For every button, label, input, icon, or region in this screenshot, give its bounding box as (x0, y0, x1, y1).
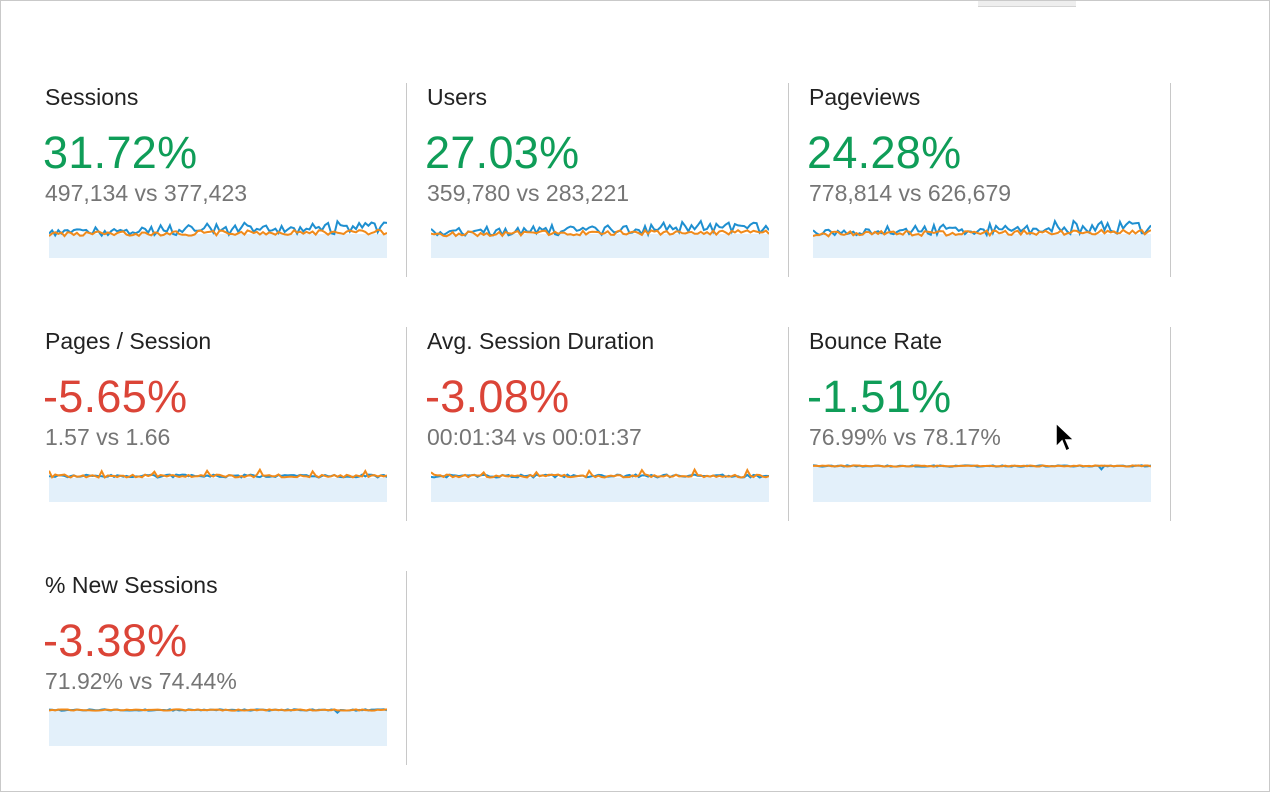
metric-comparison: 778,814 vs 626,679 (809, 180, 1012, 206)
metric-card-sessions[interactable]: Sessions 31.72% 497,134 vs 377,423 (25, 83, 407, 277)
sparkline-previous-line (431, 228, 769, 238)
metric-change: 31.72% (43, 127, 198, 178)
metric-change: -3.08% (425, 371, 570, 422)
sparkline-previous-line (49, 228, 387, 238)
sparkline-fill (431, 478, 769, 502)
sparkline-chart (431, 467, 769, 502)
metric-change: -3.38% (43, 615, 188, 666)
sparkline-chart (431, 218, 769, 258)
sparkline-previous-line (813, 464, 1151, 468)
metric-comparison: 71.92% vs 74.44% (45, 668, 237, 694)
sparkline-fill (49, 710, 387, 746)
metric-card-bounce-rate[interactable]: Bounce Rate -1.51% 76.99% vs 78.17% (789, 327, 1171, 521)
sparkline-chart (49, 708, 387, 746)
sparkline-chart (813, 218, 1151, 258)
metric-change: -5.65% (43, 371, 188, 422)
metric-card-pages-per-session[interactable]: Pages / Session -5.65% 1.57 vs 1.66 (25, 327, 407, 521)
metric-comparison: 497,134 vs 377,423 (45, 180, 248, 206)
metric-card-avg-session-duration[interactable]: Avg. Session Duration -3.08% 00:01:34 vs… (407, 327, 789, 521)
metric-comparison: 00:01:34 vs 00:01:37 (427, 424, 642, 450)
metric-comparison: 76.99% vs 78.17% (809, 424, 1001, 450)
metric-comparison: 359,780 vs 283,221 (427, 180, 630, 206)
sparkline-fill (431, 234, 769, 258)
metric-label: Pages / Session (45, 328, 212, 354)
metric-card-users[interactable]: Users 27.03% 359,780 vs 283,221 (407, 83, 789, 277)
sparkline-chart (49, 219, 387, 258)
metric-label: Pageviews (809, 84, 921, 110)
metric-label: % New Sessions (45, 572, 218, 598)
top-tab-handle[interactable] (978, 1, 1076, 7)
sparkline-fill (813, 466, 1151, 502)
sparkline-fill (49, 234, 387, 258)
metric-label: Avg. Session Duration (427, 328, 655, 354)
sparkline-chart (813, 464, 1151, 502)
sparkline-previous-line (813, 228, 1151, 238)
metric-comparison: 1.57 vs 1.66 (45, 424, 171, 450)
sparkline-previous-line (49, 708, 387, 712)
sparkline-previous-line (49, 467, 387, 479)
metric-label: Bounce Rate (809, 328, 942, 354)
sparkline-previous-line (431, 467, 769, 479)
metric-change: 27.03% (425, 127, 580, 178)
sparkline-fill (49, 478, 387, 502)
metric-label: Users (427, 84, 488, 110)
metric-change: -1.51% (807, 371, 952, 422)
sparkline-chart (49, 467, 387, 502)
metric-change: 24.28% (807, 127, 962, 178)
sparkline-current-line (813, 218, 1151, 238)
metric-card-new-sessions[interactable]: % New Sessions -3.38% 71.92% vs 74.44% (25, 571, 407, 765)
metric-card-pageviews[interactable]: Pageviews 24.28% 778,814 vs 626,679 (789, 83, 1171, 277)
mouse-pointer-icon (1055, 421, 1076, 453)
sparkline-fill (813, 234, 1151, 258)
metric-label: Sessions (45, 84, 139, 110)
